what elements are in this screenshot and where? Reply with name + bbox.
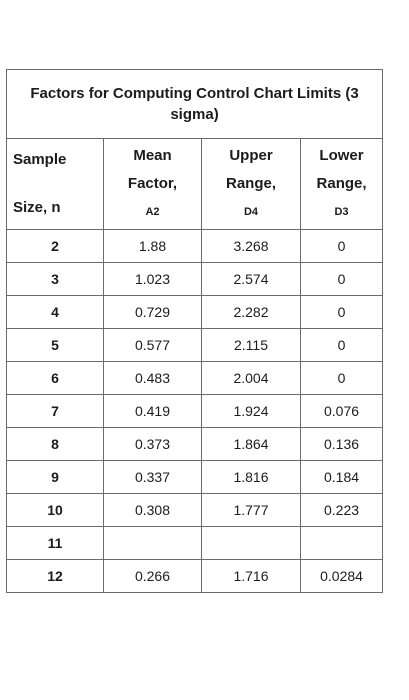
cell-sample-size: 12 — [6, 559, 104, 593]
table-row: 9 0.337 1.816 0.184 — [6, 460, 384, 494]
table-row: 6 0.483 2.004 0 — [6, 361, 384, 395]
table-row: 3 1.023 2.574 0 — [6, 262, 384, 296]
header-sample-line2: Size, n — [13, 199, 61, 216]
header-mean-symbol: A2 — [145, 206, 160, 218]
cell-d4: 1.816 — [201, 460, 301, 494]
cell-sample-size: 6 — [6, 361, 104, 395]
table-row: 11 — [6, 526, 384, 560]
header-mean-factor: Mean Factor, A2 — [103, 138, 202, 230]
cell-d3: 0 — [299, 361, 384, 395]
cell-a2: 0.373 — [103, 427, 202, 461]
cell-a2: 0.308 — [103, 493, 202, 527]
table-row: 7 0.419 1.924 0.076 — [6, 394, 384, 428]
cell-d4: 2.004 — [201, 361, 301, 395]
cell-d3: 0.076 — [299, 394, 384, 428]
header-mean-line2: Factor, — [127, 175, 178, 192]
cell-d3 — [299, 526, 384, 560]
table-row: 2 1.88 3.268 0 — [6, 229, 384, 263]
cell-d3: 0.184 — [299, 460, 384, 494]
table-title-row: Factors for Computing Control Chart Limi… — [5, 69, 384, 139]
cell-d4: 3.268 — [201, 229, 301, 263]
table-header-row: Sample Size, n Mean Factor, A2 Upper Ran… — [6, 138, 384, 230]
cell-sample-size: 3 — [6, 262, 104, 296]
cell-d3: 0 — [299, 295, 384, 329]
cell-d4: 1.716 — [201, 559, 301, 593]
cell-a2: 1.88 — [103, 229, 202, 263]
cell-d3: 0.0284 — [299, 559, 384, 593]
cell-d3: 0 — [299, 262, 384, 296]
cell-d3: 0.223 — [299, 493, 384, 527]
control-chart-factors-table: Factors for Computing Control Chart Limi… — [5, 69, 384, 593]
cell-a2: 0.266 — [103, 559, 202, 593]
cell-a2: 0.337 — [103, 460, 202, 494]
control-chart-factors-table-wrapper: Factors for Computing Control Chart Limi… — [5, 69, 384, 593]
header-lower-line1: Lower — [319, 147, 364, 164]
cell-a2: 0.483 — [103, 361, 202, 395]
cell-a2: 0.729 — [103, 295, 202, 329]
cell-d4: 1.777 — [201, 493, 301, 527]
table-row: 5 0.577 2.115 0 — [6, 328, 384, 362]
cell-d3: 0.136 — [299, 427, 384, 461]
cell-d4: 1.864 — [201, 427, 301, 461]
header-mean-line1: Mean — [133, 147, 172, 164]
cell-a2: 0.419 — [103, 394, 202, 428]
header-lower-range: Lower Range, D3 — [299, 138, 384, 230]
cell-d4: 2.115 — [201, 328, 301, 362]
cell-sample-size: 7 — [6, 394, 104, 428]
table-row: 4 0.729 2.282 0 — [6, 295, 384, 329]
cell-a2: 1.023 — [103, 262, 202, 296]
cell-sample-size: 5 — [6, 328, 104, 362]
header-lower-symbol: D3 — [334, 206, 349, 218]
cell-sample-size: 4 — [6, 295, 104, 329]
header-upper-line1: Upper — [229, 147, 273, 164]
cell-d4 — [201, 526, 301, 560]
cell-d4: 1.924 — [201, 394, 301, 428]
cell-sample-size: 11 — [6, 526, 104, 560]
cell-sample-size: 9 — [6, 460, 104, 494]
table-title: Factors for Computing Control Chart Limi… — [5, 69, 384, 139]
table-row: 8 0.373 1.864 0.136 — [6, 427, 384, 461]
header-upper-symbol: D4 — [243, 206, 259, 218]
header-upper-line2: Range, — [225, 175, 276, 192]
cell-a2 — [103, 526, 202, 560]
cell-d3: 0 — [299, 229, 384, 263]
cell-d4: 2.282 — [201, 295, 301, 329]
cell-sample-size: 10 — [6, 493, 104, 527]
cell-d3: 0 — [299, 328, 384, 362]
header-upper-range: Upper Range, D4 — [201, 138, 301, 230]
cell-a2: 0.577 — [103, 328, 202, 362]
cell-d4: 2.574 — [201, 262, 301, 296]
table-row: 12 0.266 1.716 0.0284 — [6, 559, 384, 593]
cell-sample-size: 2 — [6, 229, 104, 263]
header-lower-line2: Range, — [316, 175, 367, 192]
cell-sample-size: 8 — [6, 427, 104, 461]
header-sample-line1: Sample — [13, 151, 67, 168]
header-sample-size: Sample Size, n — [6, 138, 104, 230]
table-row: 10 0.308 1.777 0.223 — [6, 493, 384, 527]
